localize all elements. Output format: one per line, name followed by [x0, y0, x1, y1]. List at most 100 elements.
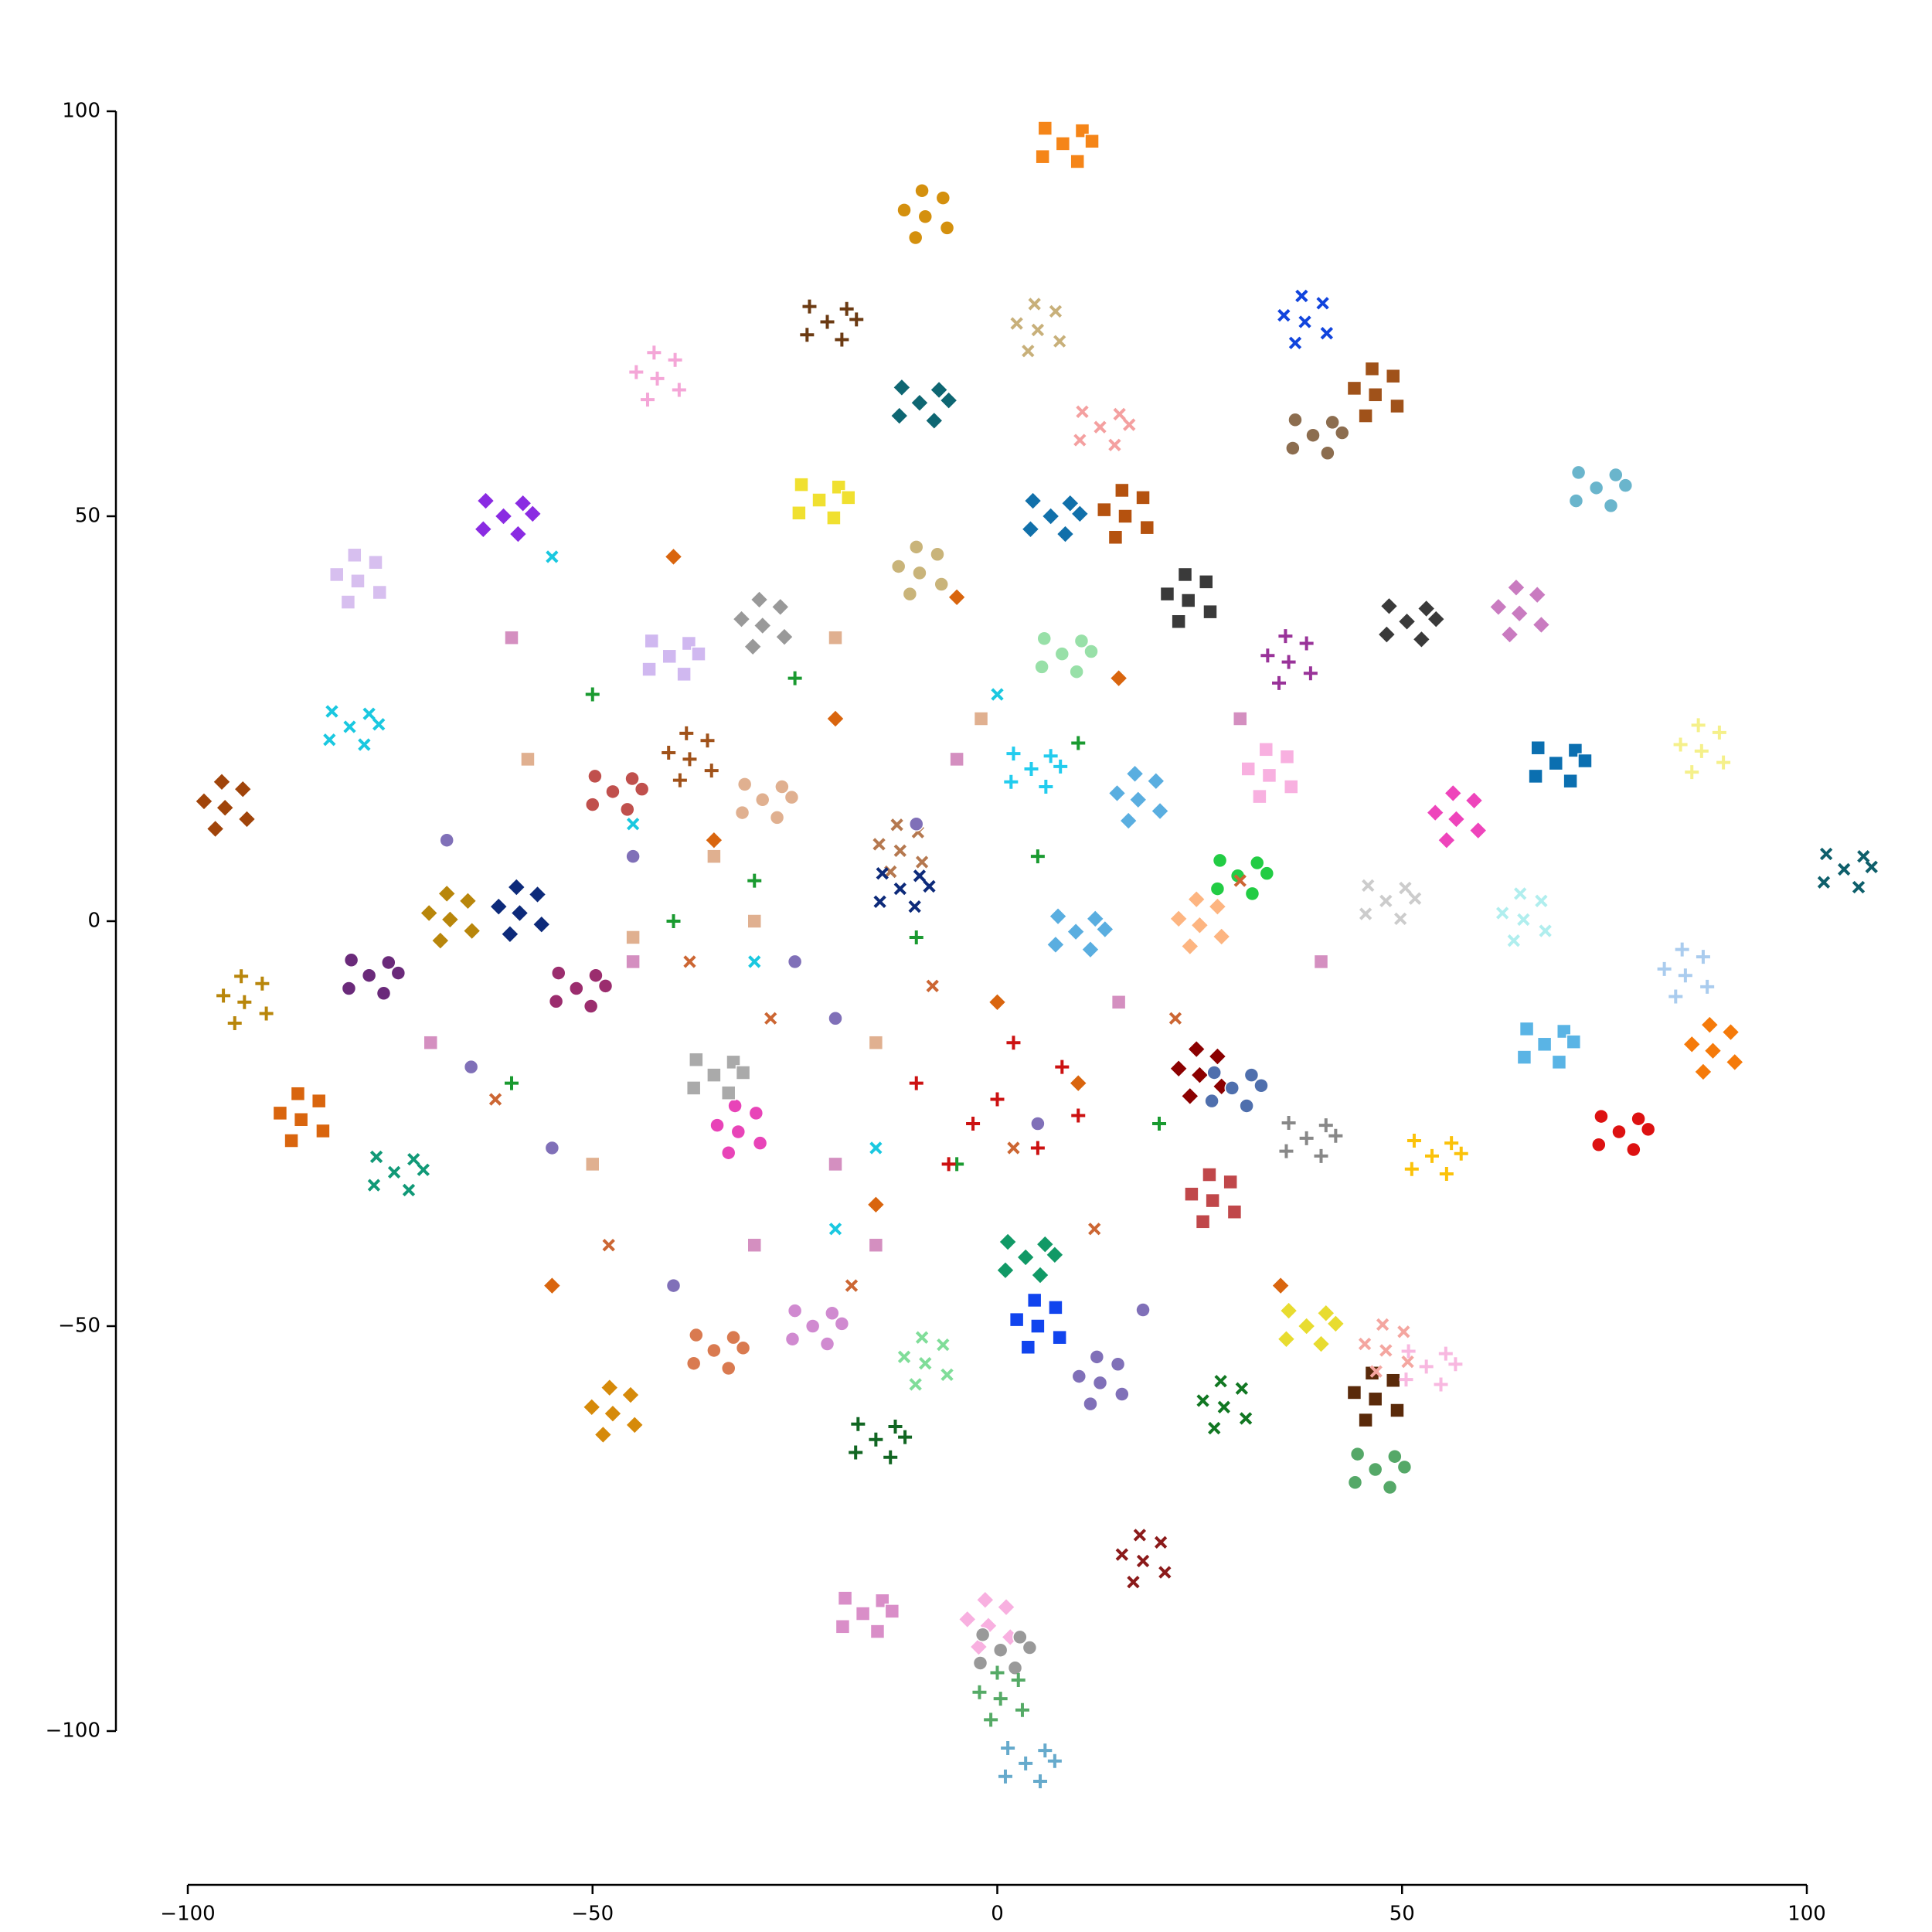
point [528, 885, 547, 904]
point [1260, 648, 1275, 663]
point [1387, 1448, 1403, 1464]
point [689, 1052, 704, 1067]
point [883, 1450, 898, 1464]
point [1673, 737, 1688, 752]
point [588, 968, 604, 983]
point [1279, 1301, 1298, 1321]
x-tick-label: −100 [160, 1903, 215, 1926]
point [1577, 753, 1593, 769]
point [1053, 759, 1068, 774]
point [1519, 1021, 1535, 1037]
point [1107, 784, 1127, 803]
point [764, 1012, 777, 1025]
point [463, 1059, 479, 1075]
point [1235, 1382, 1249, 1395]
point [1437, 830, 1457, 850]
point [1030, 849, 1045, 864]
point [866, 1195, 886, 1215]
point [683, 955, 696, 968]
point [1379, 894, 1393, 907]
point [752, 1135, 768, 1151]
point [1444, 1136, 1459, 1151]
point [1328, 1128, 1343, 1143]
point [930, 546, 945, 563]
point [259, 1006, 274, 1021]
point [1080, 940, 1100, 959]
point [372, 718, 386, 731]
point [720, 1360, 736, 1376]
point [1725, 1053, 1745, 1072]
point [1055, 1060, 1070, 1074]
point [743, 637, 763, 657]
point [828, 1156, 843, 1172]
point [1397, 1325, 1410, 1338]
point [672, 773, 687, 787]
point [1180, 1087, 1200, 1106]
point [1012, 1629, 1028, 1645]
point [634, 781, 650, 797]
y-tick-label: 50 [75, 505, 100, 528]
point [784, 1332, 801, 1347]
point [1037, 121, 1053, 136]
point [255, 976, 270, 991]
point [1133, 1529, 1147, 1542]
point [1591, 1137, 1607, 1152]
point [1092, 1375, 1108, 1391]
point [350, 573, 366, 589]
point [1657, 961, 1672, 976]
point [1195, 1214, 1211, 1230]
point [706, 1067, 722, 1083]
point [1139, 519, 1155, 536]
point [625, 930, 641, 945]
point [532, 914, 552, 934]
point [898, 1430, 913, 1444]
point [551, 965, 566, 981]
point [706, 1342, 722, 1359]
point [603, 1403, 623, 1423]
point [1530, 740, 1546, 756]
point [1685, 765, 1699, 780]
point [641, 662, 657, 677]
point [888, 1419, 903, 1434]
point [1412, 629, 1431, 649]
point [582, 1397, 602, 1417]
point [343, 720, 356, 733]
point [583, 998, 599, 1014]
point [1408, 892, 1422, 905]
point [1070, 154, 1085, 169]
point [1682, 1034, 1702, 1054]
point [1318, 1118, 1333, 1133]
point [1249, 855, 1265, 871]
point [1205, 1192, 1220, 1209]
point [957, 1610, 978, 1629]
point [791, 505, 807, 521]
point [233, 779, 253, 799]
point [390, 965, 406, 981]
point [769, 810, 785, 825]
point [1152, 1117, 1166, 1131]
point [1146, 771, 1166, 791]
point [1023, 491, 1043, 511]
point [685, 1355, 702, 1371]
point [1838, 862, 1851, 876]
point [1857, 849, 1870, 863]
point [990, 1092, 1005, 1107]
point [1084, 134, 1100, 149]
point [868, 1035, 884, 1050]
point [975, 1590, 995, 1610]
point [750, 590, 769, 610]
point [1212, 927, 1231, 947]
point [912, 565, 927, 581]
point [910, 393, 930, 413]
point [1186, 889, 1206, 910]
point [1527, 585, 1547, 604]
point [1136, 1554, 1150, 1568]
point [972, 1685, 987, 1699]
point [1253, 1077, 1269, 1094]
point [1190, 1065, 1209, 1085]
point [500, 924, 520, 944]
point [1295, 289, 1308, 303]
point [730, 1124, 747, 1140]
point [919, 1357, 932, 1370]
point [647, 345, 662, 360]
